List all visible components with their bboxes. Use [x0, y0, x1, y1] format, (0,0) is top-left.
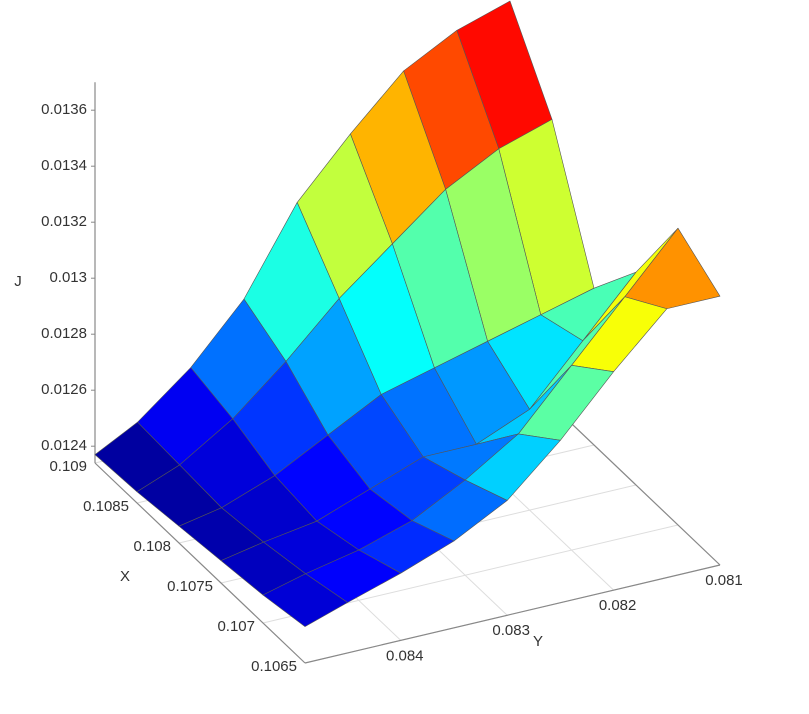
- z-tick-label: 0.0126: [41, 381, 87, 398]
- y-axis-title: Y: [533, 633, 543, 650]
- z-tick-label: 0.0128: [41, 325, 87, 342]
- y-tick-label: 0.081: [705, 572, 743, 589]
- x-tick-label: 0.109: [49, 458, 87, 475]
- y-tick-label: 0.082: [599, 597, 637, 614]
- x-axis-title: X: [120, 568, 130, 585]
- z-axis-title: J: [14, 273, 22, 290]
- x-tick-label: 0.1065: [251, 658, 297, 675]
- z-tick-label: 0.0132: [41, 213, 87, 230]
- x-tick-label: 0.1075: [167, 578, 213, 595]
- z-tick-label: 0.0136: [41, 101, 87, 118]
- z-tick-label: 0.0124: [41, 437, 87, 454]
- y-tick-label: 0.084: [386, 647, 424, 664]
- x-tick-label: 0.1085: [83, 498, 129, 515]
- z-tick-label: 0.013: [49, 269, 87, 286]
- x-tick-label: 0.108: [133, 538, 171, 555]
- x-tick-label: 0.107: [217, 618, 255, 635]
- y-tick-label: 0.083: [492, 622, 530, 639]
- y-axis: [304, 564, 721, 664]
- x-axis: [94, 462, 306, 664]
- surface-cell: [262, 573, 348, 627]
- z-tick-label: 0.0134: [41, 157, 87, 174]
